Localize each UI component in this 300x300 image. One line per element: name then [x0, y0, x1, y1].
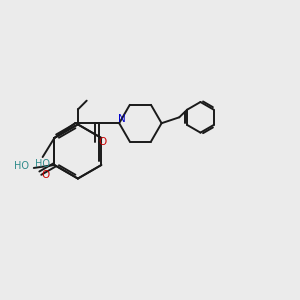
Text: N: N [118, 114, 125, 124]
Text: HO: HO [14, 161, 29, 172]
Text: O: O [98, 137, 106, 147]
Text: HO: HO [35, 158, 50, 169]
Text: O: O [41, 169, 50, 180]
